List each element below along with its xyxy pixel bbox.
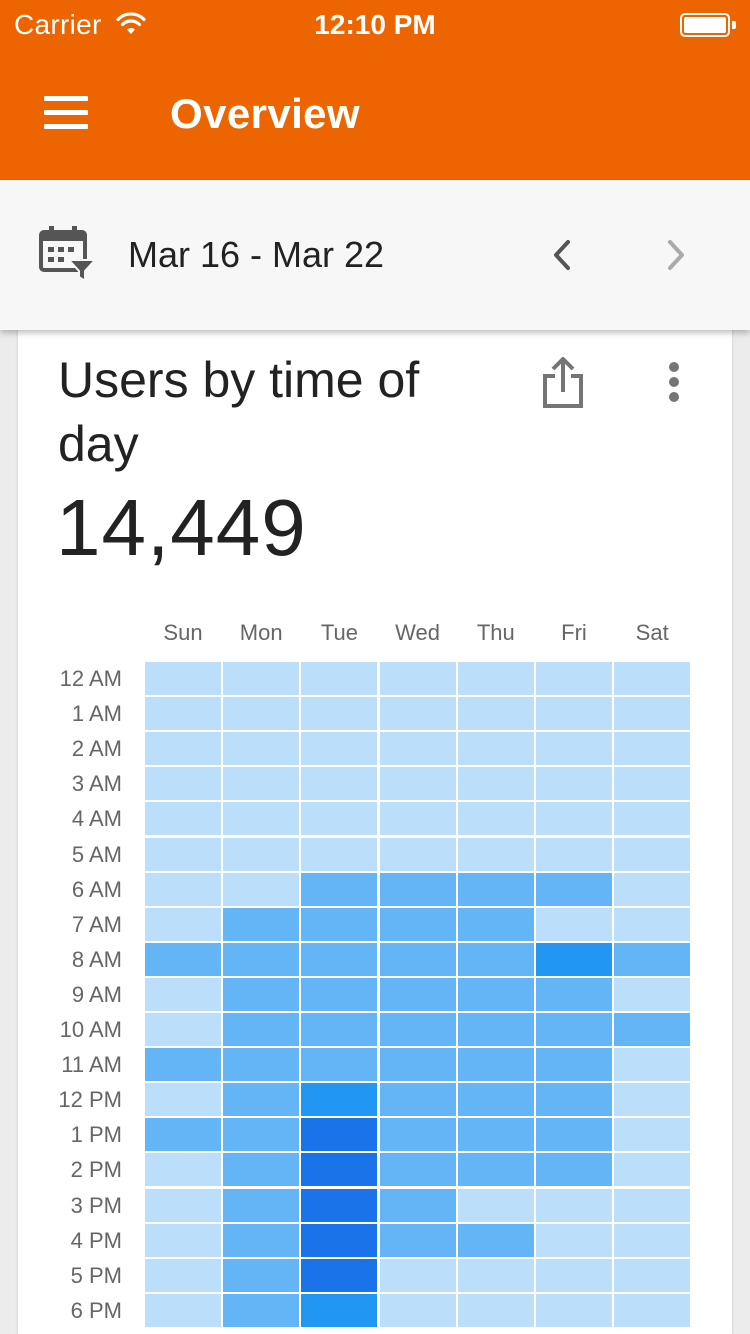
users-by-time-card: Users by time of day 14,449: [18, 324, 732, 1334]
card-title: Users by time of day: [58, 352, 420, 472]
more-vertical-icon[interactable]: [662, 360, 686, 404]
calendar-filter-icon[interactable]: [38, 224, 98, 284]
total-users-value: 14,449: [56, 483, 307, 572]
date-range-bar: Mar 16 - Mar 22: [0, 180, 750, 330]
next-range-button[interactable]: [654, 230, 698, 280]
hamburger-menu-icon[interactable]: [40, 92, 92, 136]
share-icon[interactable]: [538, 354, 588, 410]
carrier-label: Carrier: [14, 9, 102, 40]
previous-range-button[interactable]: [540, 230, 584, 280]
wifi-icon: [116, 12, 146, 34]
status-bar: Carrier 12:10 PM: [0, 0, 750, 50]
page-title: Overview: [170, 90, 360, 137]
battery-icon: [680, 13, 736, 37]
app-header: Carrier 12:10 PM Overview: [0, 0, 750, 180]
clock: 12:10 PM: [314, 9, 436, 40]
date-range-label[interactable]: Mar 16 - Mar 22: [128, 234, 385, 275]
